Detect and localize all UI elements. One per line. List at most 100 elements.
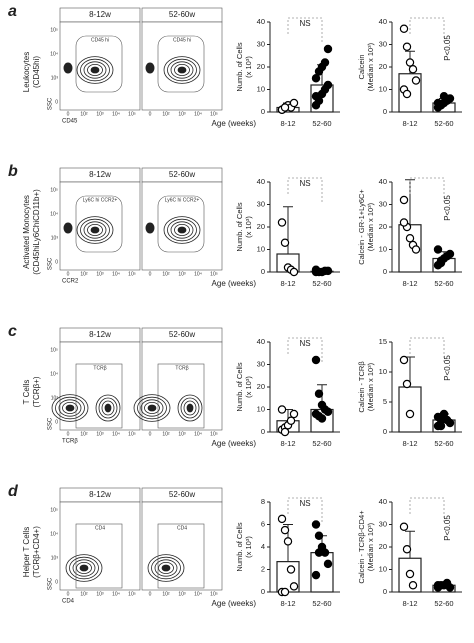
row-label: Leukocytes	[22, 52, 31, 92]
annotation: P<0.05	[443, 35, 452, 61]
flow-x-tick: 10²	[162, 591, 170, 597]
flow-x-tick: 10²	[80, 111, 88, 117]
annotation: NS	[299, 499, 310, 508]
contour	[63, 62, 73, 74]
contour	[167, 58, 197, 82]
data-point	[436, 258, 446, 268]
data-point	[277, 514, 287, 524]
contour	[133, 394, 171, 422]
flow-y-label: SSC	[48, 577, 54, 590]
contour	[90, 226, 100, 234]
data-point	[399, 522, 409, 531]
x-tick-label: 8-12	[280, 119, 295, 128]
flow-x-tick: 10⁵	[210, 591, 218, 597]
y-tick-label: 30	[379, 519, 387, 528]
panel-letter: a	[8, 3, 17, 20]
y-tick-label: 15	[379, 337, 387, 346]
y-tick-label: 0	[261, 427, 265, 436]
x-axis-label: Age (weeks)	[212, 279, 257, 288]
y-axis-label: (Median x 10³)	[366, 522, 375, 571]
data-point	[402, 379, 412, 389]
annotation: P<0.05	[443, 195, 452, 221]
row-label: Helper T Cells	[22, 527, 31, 577]
flow-x-tick: 0	[67, 431, 70, 437]
data-point	[311, 74, 321, 83]
flow-plot	[141, 501, 223, 591]
data-point	[405, 58, 415, 67]
y-tick-label: 0	[383, 427, 387, 436]
data-point	[320, 58, 330, 67]
data-point	[286, 416, 296, 425]
data-point	[283, 537, 293, 546]
bracket	[409, 17, 445, 44]
flow-plot	[59, 341, 141, 431]
y-tick-label: 40	[379, 497, 387, 506]
flow-y-tick: 10⁴	[50, 211, 58, 217]
x-tick-label: 52-60	[434, 599, 453, 608]
contour	[63, 222, 73, 234]
x-tick-label: 52-60	[434, 439, 453, 448]
flow-y-tick: 10³	[51, 395, 59, 401]
contour	[76, 216, 114, 244]
y-axis-label: Numb. of Cells	[235, 202, 244, 251]
y-tick-label: 40	[257, 177, 265, 186]
contour	[144, 401, 160, 414]
data-point	[399, 24, 409, 33]
y-tick-label: 0	[383, 587, 387, 596]
contour	[80, 218, 110, 242]
data-point	[408, 581, 418, 590]
flow-y-label: SSC	[48, 257, 54, 270]
x-tick-label: 8-12	[280, 279, 295, 288]
data-point	[277, 405, 287, 414]
data-point	[311, 520, 321, 529]
y-tick-label: 8	[261, 497, 265, 506]
flow-x-tick: 0	[149, 591, 152, 597]
y-tick-label: 10	[379, 367, 387, 376]
data-point	[445, 249, 455, 259]
contour	[174, 223, 190, 236]
group-label: 8-12w	[89, 10, 111, 19]
flow-x-tick: 10⁴	[112, 111, 120, 117]
contour	[76, 56, 114, 84]
data-point	[314, 548, 324, 557]
annotation: NS	[299, 179, 310, 188]
contour	[167, 218, 197, 242]
flow-y-tick: 10⁴	[50, 51, 58, 57]
flow-x-tick: 0	[149, 271, 152, 277]
data-point	[445, 418, 455, 428]
data-point	[289, 582, 299, 591]
data-point	[323, 80, 333, 90]
flow-x-tick: 10⁵	[128, 111, 136, 117]
flow-x-tick: 10³	[96, 271, 104, 277]
data-point	[280, 525, 290, 535]
contour	[177, 226, 187, 234]
contour	[87, 64, 103, 77]
flow-x-tick: 10⁴	[112, 591, 120, 597]
x-tick-label: 8-12	[280, 439, 295, 448]
annotation: P<0.05	[443, 355, 452, 381]
flow-x-tick: 10²	[162, 431, 170, 437]
x-tick-label: 8-12	[402, 599, 417, 608]
flow-y-tick: 10⁴	[50, 531, 58, 537]
x-tick-label: 52-60	[434, 279, 453, 288]
group-label: 8-12w	[89, 490, 111, 499]
data-point	[411, 245, 421, 254]
gate-label: CD4	[95, 525, 105, 531]
contour	[161, 564, 171, 572]
contour	[186, 403, 194, 413]
gate-label: TCRβ	[175, 365, 188, 371]
gate-label: CD4	[177, 525, 187, 531]
flow-x-tick: 0	[149, 431, 152, 437]
gate	[75, 523, 123, 589]
y-tick-label: 10	[379, 564, 387, 573]
flow-x-label: CD45	[62, 119, 78, 125]
contour	[87, 223, 103, 236]
flow-y-tick: 10³	[51, 75, 59, 81]
data-point	[323, 559, 333, 569]
y-axis-label: Calcein	[357, 54, 366, 79]
data-point	[433, 412, 443, 422]
contour	[170, 221, 194, 239]
contour	[140, 399, 164, 417]
data-point	[289, 267, 299, 277]
